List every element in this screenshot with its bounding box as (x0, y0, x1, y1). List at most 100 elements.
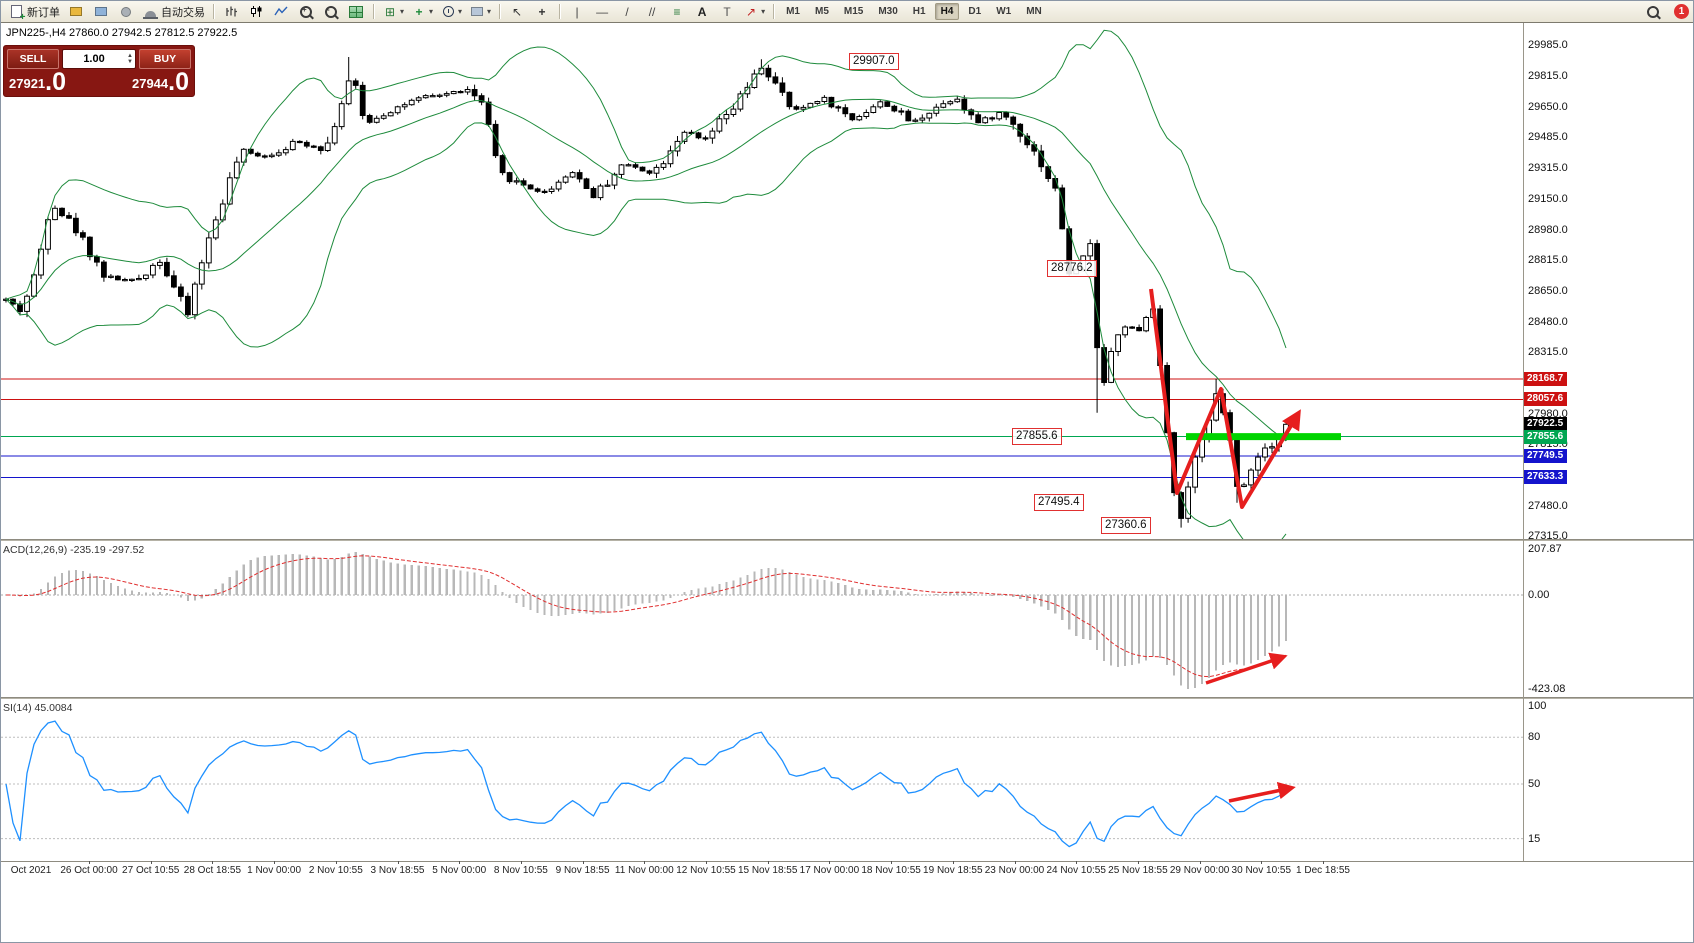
macd-signal-line (5, 555, 1287, 678)
tile-windows-button[interactable] (344, 2, 368, 22)
horizontal-line-icon: — (596, 4, 609, 19)
price-scale-label: 27480.0 (1528, 499, 1568, 512)
time-tick (644, 861, 646, 864)
templates-button[interactable]: ▾ (466, 2, 494, 22)
buy-price-frac: .0 (168, 68, 189, 96)
timeframe-m1-button[interactable]: M1 (786, 6, 800, 17)
price-scale[interactable]: 29985.0 29815.0 29650.0 29485.0 29315.0 29150… (1524, 1, 1693, 942)
time-label: 8 Nov 10:55 (493, 865, 548, 876)
buy-button[interactable]: BUY (139, 49, 191, 69)
arrows-button[interactable]: ↗ ▾ (740, 2, 768, 22)
main-chart[interactable] (1, 23, 1523, 539)
price-annotation[interactable]: 28776.2 (1047, 260, 1097, 277)
volume-box: ▲▼ (62, 49, 136, 69)
notification-badge[interactable]: 1 (1674, 4, 1689, 19)
time-label: 17 Nov 00:00 (799, 865, 860, 876)
fibonacci-button[interactable]: ≡ (665, 2, 689, 22)
time-tick (89, 861, 90, 864)
bollinger-upper (5, 29, 1287, 349)
price-annotation[interactable]: 27360.6 (1101, 517, 1151, 534)
panel-divider-rsi[interactable] (1, 697, 1693, 699)
templates-icon (469, 4, 485, 20)
price-badge: 28057.6 (1524, 392, 1568, 407)
timeframe-m30-button[interactable]: M30 (878, 6, 898, 17)
price-scale-label: 29815.0 (1528, 70, 1568, 83)
price-badge: 28168.7 (1524, 372, 1568, 386)
line-chart-button[interactable] (269, 2, 293, 22)
time-axis[interactable]: Oct 2021 26 Oct 00:00 27 Oct 10:55 28 Oct 1… (1, 861, 1693, 885)
new-order-button[interactable]: 新订单 (5, 2, 63, 23)
text-button[interactable]: A (690, 2, 714, 22)
text-label-icon: T (723, 4, 731, 19)
price-scale-label: 29650.0 (1528, 100, 1568, 113)
new-chart-button-caret-icon: ▾ (400, 7, 405, 16)
time-label: 3 Nov 18:55 (370, 865, 425, 876)
channel-button[interactable]: // (640, 2, 664, 22)
price-scale-label: 29985.0 (1528, 39, 1568, 51)
volume-stepper[interactable]: ▲ ▼ (127, 53, 133, 65)
text-icon: A (697, 4, 707, 19)
timeframe-h4-button[interactable]: H4 (934, 3, 960, 20)
horizontal-lines (1, 378, 1523, 478)
one-click-trading-panel: SELL ▲▼ BUY 27921.0 27944.0 (3, 45, 195, 97)
alerts-button[interactable] (114, 2, 138, 22)
time-label: 5 Nov 00:00 (432, 865, 487, 876)
time-tick (1137, 861, 1139, 864)
crosshair-icon: + (538, 4, 546, 19)
toolbar-separator (213, 4, 214, 19)
rsi-level-label: 50 (1528, 778, 1541, 790)
toolbar-separator (559, 4, 561, 19)
price-annotation[interactable]: 29907.0 (849, 53, 899, 70)
price-badge: 27922.5 (1524, 417, 1568, 432)
time-tick (212, 861, 214, 864)
price-badge: 27749.5 (1524, 449, 1568, 464)
new-chart-button[interactable]: ⊞ ▾ (379, 2, 407, 22)
zoom-out-button[interactable]: - (319, 2, 343, 22)
data-window-button[interactable] (89, 2, 113, 22)
cursor-button[interactable]: ↖ (505, 2, 529, 22)
panel-divider-macd[interactable] (1, 539, 1693, 541)
rsi-level-label: 80 (1528, 731, 1541, 744)
volume-input[interactable] (63, 52, 126, 66)
templates-button-caret-icon: ▾ (487, 7, 492, 16)
indicators-button[interactable]: + ▾ (408, 2, 436, 22)
candlestick-chart-button[interactable] (244, 2, 268, 22)
time-tick (952, 861, 954, 864)
time-label: 29 Nov 00:00 (1169, 865, 1230, 876)
auto-trading-icon (142, 4, 158, 20)
time-tick (335, 861, 337, 864)
price-badge: 27633.3 (1524, 470, 1568, 485)
price-scale-label: 28315.0 (1528, 346, 1568, 359)
vertical-line-button[interactable]: | (565, 2, 589, 22)
timeframe-m5-button[interactable]: M5 (814, 6, 829, 17)
price-annotation[interactable]: 27855.6 (1012, 428, 1062, 445)
chart-window-button[interactable] (64, 2, 88, 22)
auto-trading-button[interactable]: 自动交易 (139, 2, 208, 22)
bar-chart-button[interactable] (219, 2, 243, 22)
time-label: 28 Oct 18:55 (183, 865, 242, 876)
timeframe-mn-button[interactable]: MN (1026, 6, 1042, 17)
price-annotation[interactable]: 27495.4 (1034, 494, 1084, 511)
timeframe-h1-button[interactable]: H1 (912, 6, 926, 17)
main-toolbar: 新订单自动交易+-⊞▾+▾▾▾↖+|—///≡AT↗▾M1M5M15M30H1H… (1, 1, 1693, 23)
time-tick (1014, 861, 1016, 864)
time-tick (829, 861, 831, 864)
sell-button[interactable]: SELL (7, 49, 59, 69)
arrows-icon: ↗ (746, 4, 757, 19)
timeframe-w1-button[interactable]: W1 (996, 6, 1012, 17)
rsi-line (5, 720, 1287, 848)
timeframe-d1-button[interactable]: D1 (968, 6, 982, 17)
horizontal-line-button[interactable]: — (590, 2, 614, 22)
crosshair-button[interactable]: + (530, 2, 554, 22)
macd-panel[interactable] (1, 541, 1523, 697)
text-label-button[interactable]: T (715, 2, 739, 22)
zoom-in-button[interactable]: + (294, 2, 318, 22)
toolbar-separator (373, 4, 374, 19)
data-window-icon (93, 4, 109, 20)
alerts-icon (118, 4, 134, 20)
trendline-button[interactable]: / (615, 2, 639, 22)
search-button[interactable] (1641, 2, 1665, 22)
periods-button[interactable]: ▾ (437, 2, 465, 22)
rsi-panel[interactable] (1, 699, 1523, 861)
timeframe-m15-button[interactable]: M15 (843, 6, 864, 17)
